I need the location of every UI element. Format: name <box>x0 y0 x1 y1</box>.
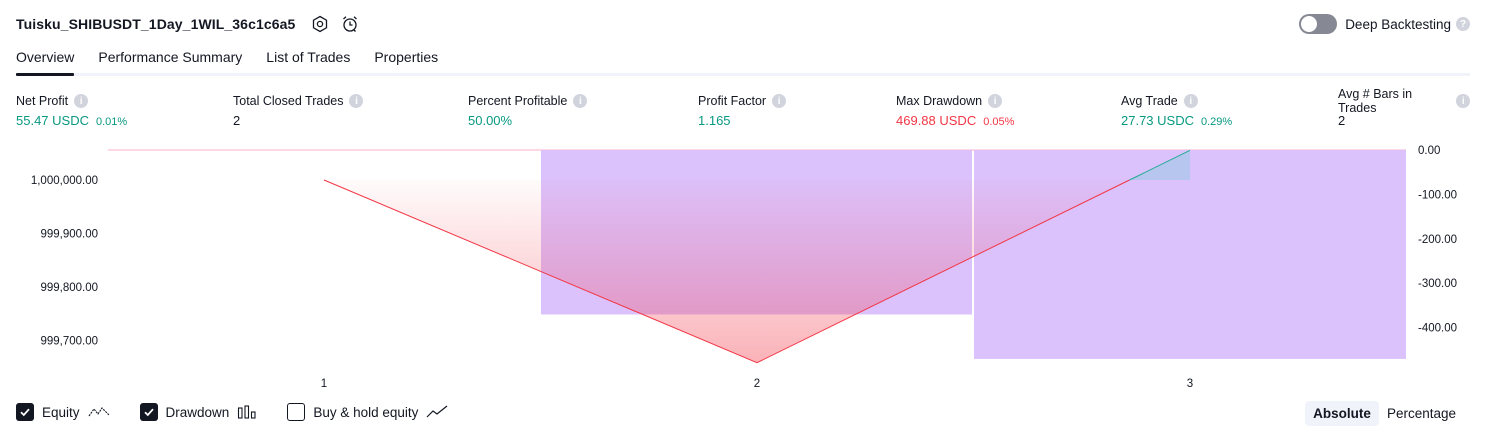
stat-value: 2 <box>1338 113 1346 128</box>
stat-pct: 0.29% <box>1200 116 1233 128</box>
stat-label: Profit Factor <box>698 94 767 108</box>
bar-chart-icon <box>237 405 257 419</box>
x-axis-tick-label: 3 <box>1187 378 1193 390</box>
equity-chart-svg: 1,000,000.00 999,900.00 999,800.00 999,700.… <box>31 145 1457 390</box>
left-axis-tick-label: 999,700.00 <box>40 336 98 348</box>
right-axis-tick-label: -300.00 <box>1418 278 1457 290</box>
stat-net-profit: Net Profit i 55.47 USDC 0.01% <box>16 93 127 128</box>
deep-backtesting-label: Deep Backtesting <box>1345 16 1451 32</box>
tab-bar: Overview Performance Summary List of Tra… <box>16 44 1470 76</box>
equity-checkbox[interactable] <box>16 403 34 421</box>
stat-avg-trade: Avg Trade i 27.73 USDC 0.29% <box>1121 93 1232 128</box>
help-icon[interactable]: ? <box>1456 17 1470 31</box>
deep-backtesting: Deep Backtesting ? <box>1299 14 1470 34</box>
help-icon[interactable]: i <box>1456 94 1470 108</box>
stat-label: Avg Trade <box>1121 94 1178 108</box>
stat-value: 27.73 USDC <box>1121 113 1194 128</box>
strategy-name: Tuisku_SHIBUSDT_1Day_1WIL_36c1c6a5 <box>16 16 296 32</box>
stat-percent-profitable: Percent Profitable i 50.00% <box>468 93 588 128</box>
equity-line-profit <box>1129 149 1191 181</box>
stat-label: Percent Profitable <box>468 94 568 108</box>
x-axis-tick-label: 1 <box>321 378 327 390</box>
stat-profit-factor: Profit Factor i 1.165 <box>698 93 787 128</box>
percentage-button[interactable]: Percentage <box>1386 406 1456 421</box>
legend-buy-hold[interactable]: Buy & hold equity <box>287 403 448 421</box>
stat-value: 55.47 USDC <box>16 113 89 128</box>
equity-loss-area <box>324 180 1130 363</box>
tab-overview[interactable]: Overview <box>16 44 75 76</box>
trend-line-icon <box>426 405 448 419</box>
drawdown-checkbox[interactable] <box>139 403 158 421</box>
help-icon[interactable]: i <box>573 94 588 108</box>
strategy-header: Tuisku_SHIBUSDT_1Day_1WIL_36c1c6a5 <box>16 12 361 36</box>
stat-max-drawdown: Max Drawdown i 469.88 USDC 0.05% <box>896 93 1014 128</box>
gear-icon[interactable] <box>309 13 331 35</box>
stat-value: 50.00% <box>468 113 513 128</box>
stat-value: 1.165 <box>698 113 731 128</box>
x-axis-tick-label: 2 <box>754 378 760 390</box>
stat-label: Avg # Bars in Trades <box>1338 87 1413 115</box>
equity-chart[interactable]: 1,000,000.00 999,900.00 999,800.00 999,700.… <box>0 140 1486 395</box>
tab-properties[interactable]: Properties <box>374 49 439 65</box>
tab-list-of-trades[interactable]: List of Trades <box>266 49 351 65</box>
stat-label: Net Profit <box>16 94 69 108</box>
stat-value: 2 <box>233 113 241 128</box>
line-chart-icon <box>88 405 110 419</box>
stat-pct: 0.05% <box>983 116 1015 128</box>
left-axis-tick-label: 999,900.00 <box>40 229 98 241</box>
help-icon[interactable]: i <box>988 94 1003 108</box>
stat-total-closed-trades: Total Closed Trades i 2 <box>233 93 364 128</box>
display-mode-switch: Absolute Percentage <box>1305 401 1464 426</box>
alarm-clock-icon[interactable] <box>339 13 361 35</box>
stat-label: Max Drawdown <box>896 94 983 108</box>
stat-avg-bars: Avg # Bars in Trades i 2 <box>1338 87 1470 128</box>
help-icon[interactable]: i <box>74 94 89 108</box>
legend-equity-label: Equity <box>42 404 80 420</box>
left-axis-tick-label: 999,800.00 <box>40 282 98 294</box>
help-icon[interactable]: i <box>772 94 787 108</box>
toggle-knob <box>1301 16 1318 32</box>
right-axis-tick-label: -400.00 <box>1418 323 1457 335</box>
buy-hold-checkbox[interactable] <box>287 403 306 421</box>
stat-pct: 0.01% <box>95 116 128 128</box>
help-icon[interactable]: i <box>349 94 364 108</box>
absolute-button[interactable]: Absolute <box>1305 401 1379 426</box>
right-axis-tick-label: -200.00 <box>1418 234 1457 246</box>
chart-legend: Equity Drawdown Buy & hold equity <box>16 403 478 421</box>
stat-label: Total Closed Trades <box>233 94 344 108</box>
deep-backtesting-toggle[interactable] <box>1299 14 1338 34</box>
legend-equity[interactable]: Equity <box>16 403 110 421</box>
legend-drawdown[interactable]: Drawdown <box>139 403 258 421</box>
stats-row: Net Profit i 55.47 USDC 0.01% Total Closed… <box>16 87 1470 133</box>
right-axis-tick-label: 0.00 <box>1418 145 1440 157</box>
legend-buy-hold-label: Buy & hold equity <box>313 404 419 420</box>
help-icon[interactable]: i <box>1183 94 1198 108</box>
tab-performance-summary[interactable]: Performance Summary <box>98 49 243 65</box>
legend-drawdown-label: Drawdown <box>165 404 230 420</box>
right-axis-tick-label: -100.00 <box>1418 189 1457 201</box>
equity-line-loss <box>323 179 1130 364</box>
stat-value: 469.88 USDC <box>896 113 977 128</box>
left-axis-tick-label: 1,000,000.00 <box>31 175 98 187</box>
